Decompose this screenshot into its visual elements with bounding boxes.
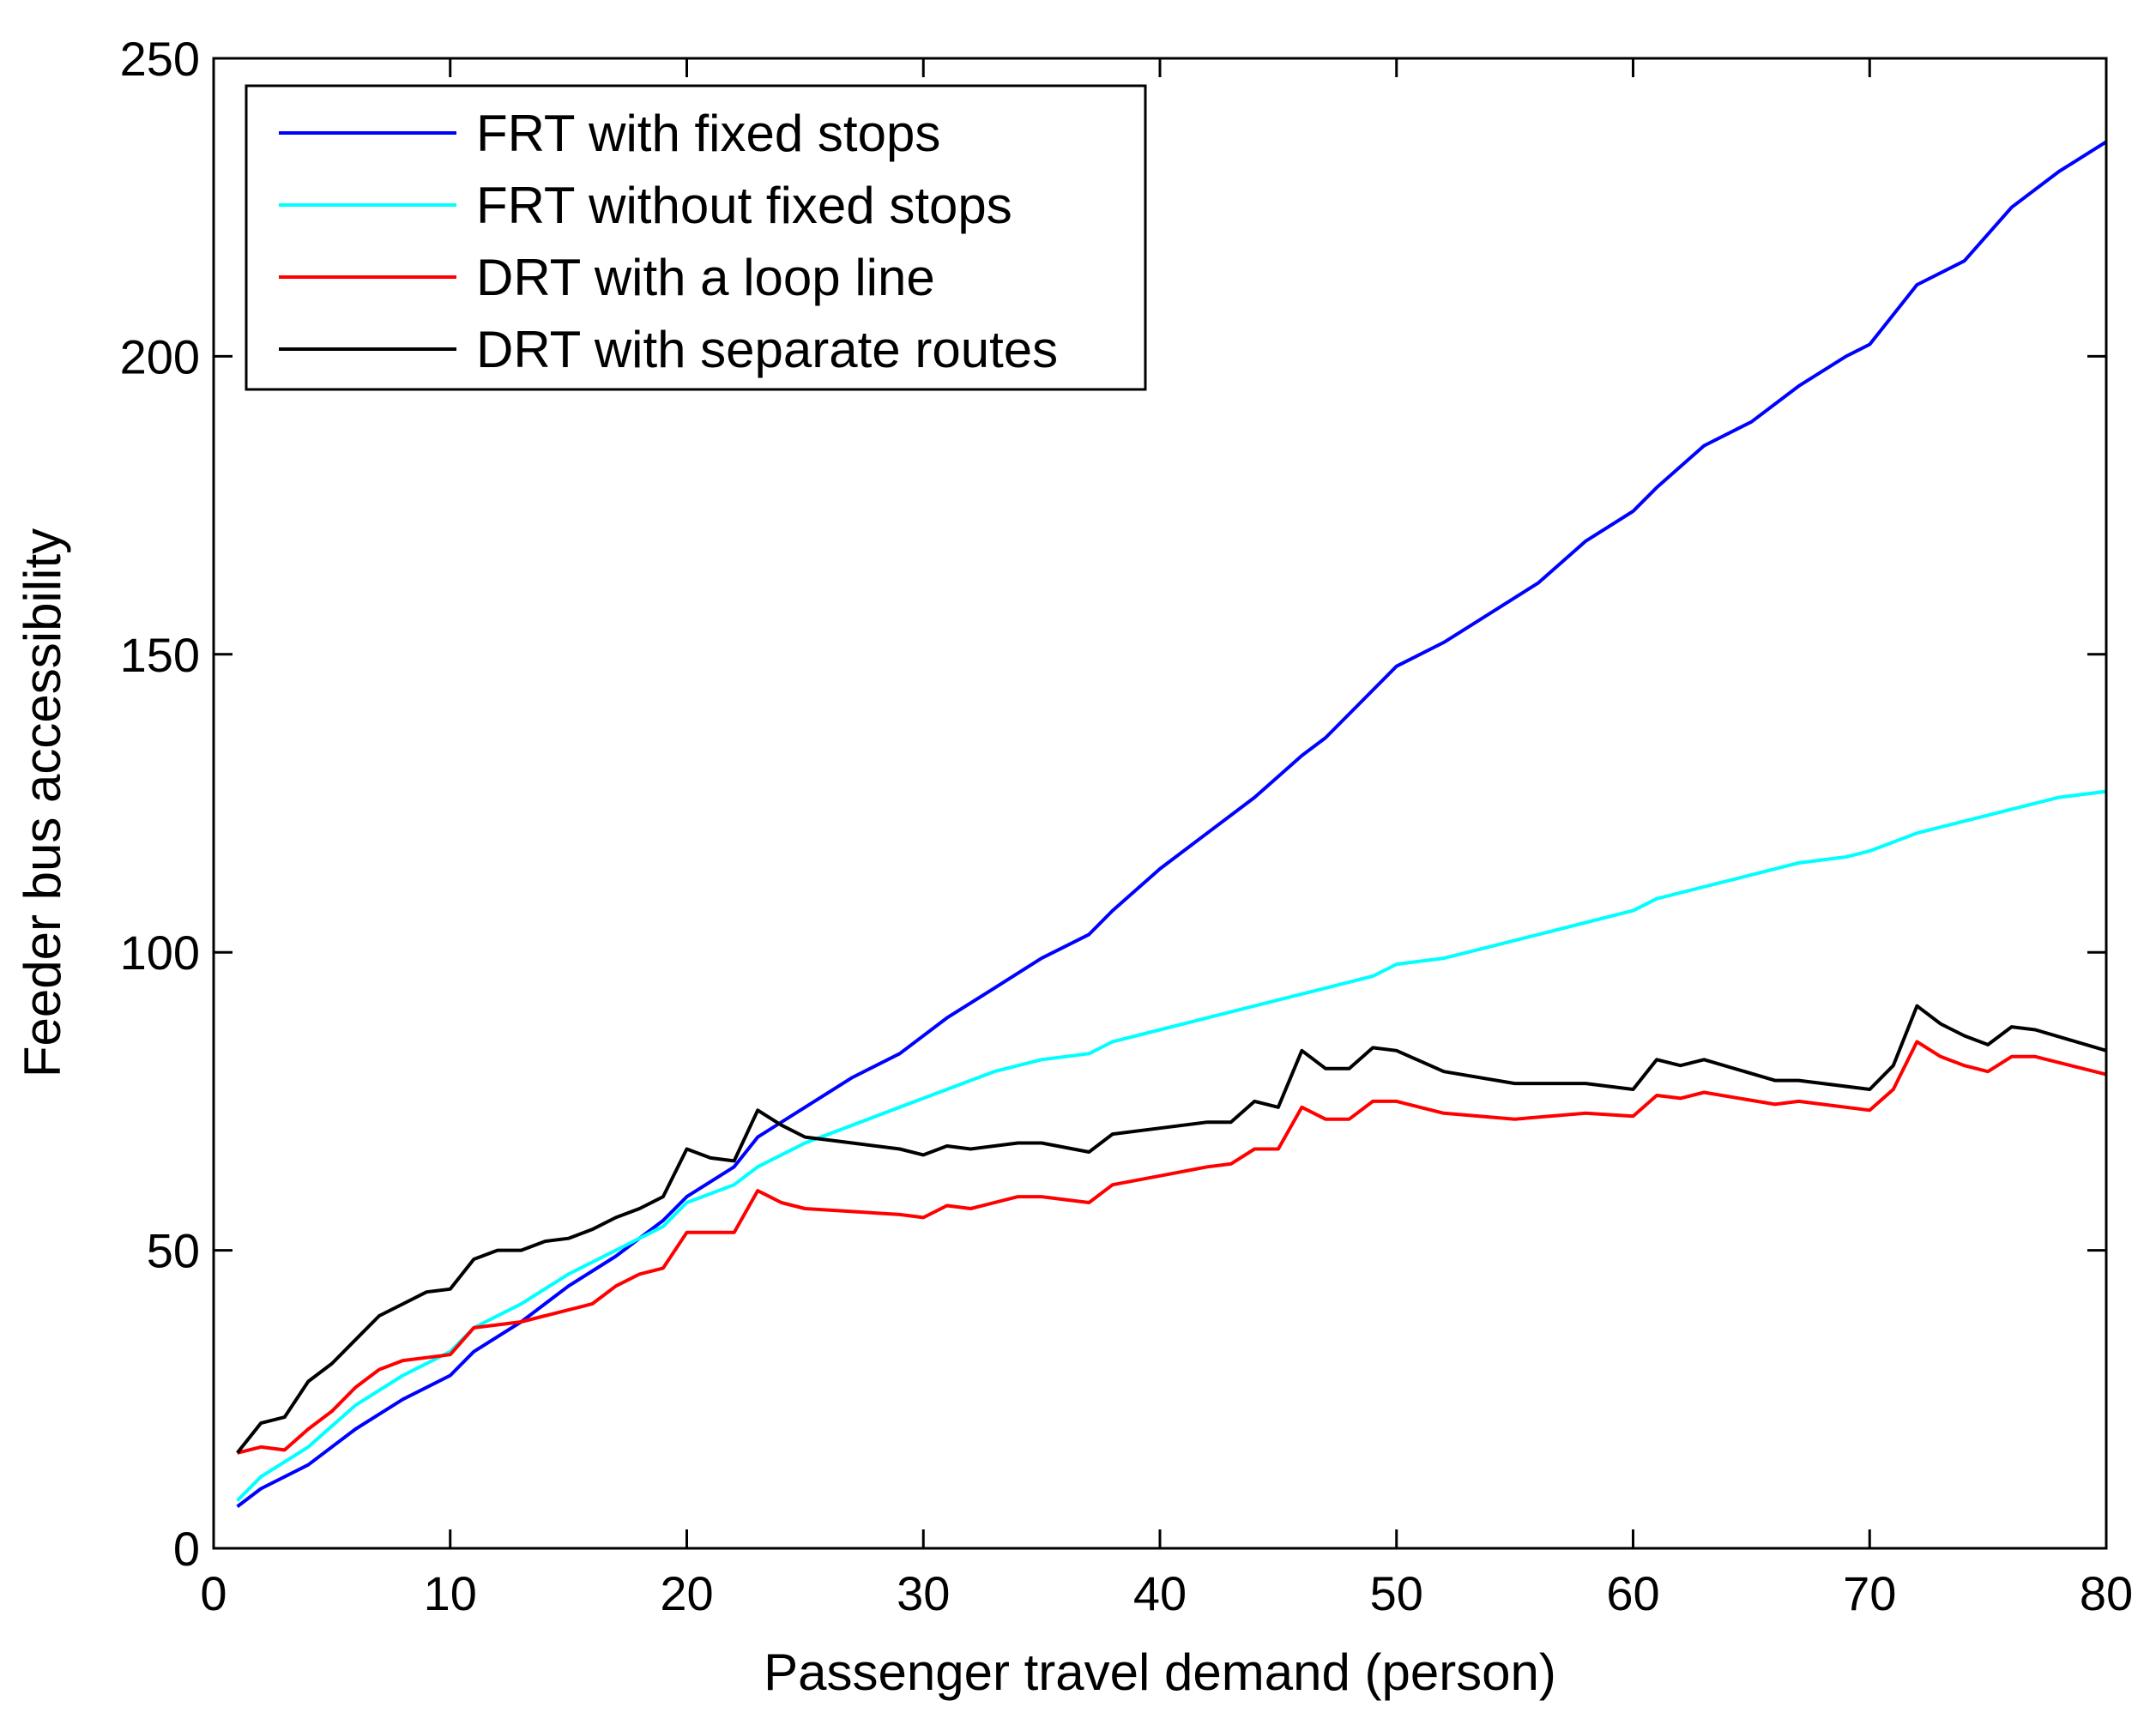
series-layer bbox=[236, 140, 2108, 1508]
series-line-3 bbox=[237, 1040, 2107, 1455]
legend-label-2: FRT without fixed stops bbox=[476, 177, 1012, 234]
x-tick-label: 60 bbox=[1606, 1566, 1659, 1620]
y-tick-label: 50 bbox=[147, 1224, 200, 1278]
legend-box bbox=[245, 84, 1147, 391]
y-axis-label: Feeder bus accessibility bbox=[14, 528, 71, 1077]
legend: FRT with fixed stops FRT without fixed st… bbox=[245, 84, 1147, 391]
legend-label-4: DRT with separate routes bbox=[476, 321, 1058, 378]
series-line-4 bbox=[236, 1004, 2107, 1455]
y-tick-label: 100 bbox=[120, 926, 200, 980]
x-tick-label: 20 bbox=[660, 1566, 713, 1620]
x-tick-label: 30 bbox=[897, 1566, 950, 1620]
x-tick-label: 40 bbox=[1133, 1566, 1187, 1620]
x-tick-label: 80 bbox=[2080, 1566, 2133, 1620]
x-tick-label: 10 bbox=[424, 1566, 477, 1620]
series-line-2 bbox=[236, 789, 2107, 1502]
x-tick-label: 0 bbox=[200, 1566, 226, 1620]
y-tick-label: 0 bbox=[173, 1522, 200, 1576]
y-tick-label: 150 bbox=[120, 628, 200, 682]
legend-label-3: DRT with a loop line bbox=[476, 249, 935, 306]
y-tick-label: 200 bbox=[120, 329, 200, 383]
series-line-1 bbox=[236, 140, 2108, 1508]
x-tick-label: 70 bbox=[1843, 1566, 1896, 1620]
ticks-layer: 0 10 20 30 40 50 60 70 80 0 50 100 150 200 250 bbox=[120, 32, 2134, 1620]
legend-label-1: FRT with fixed stops bbox=[476, 105, 940, 162]
x-axis-label: Passenger travel demand (person) bbox=[764, 1644, 1556, 1701]
y-tick-label: 250 bbox=[120, 32, 200, 86]
x-tick-label: 50 bbox=[1370, 1566, 1423, 1620]
